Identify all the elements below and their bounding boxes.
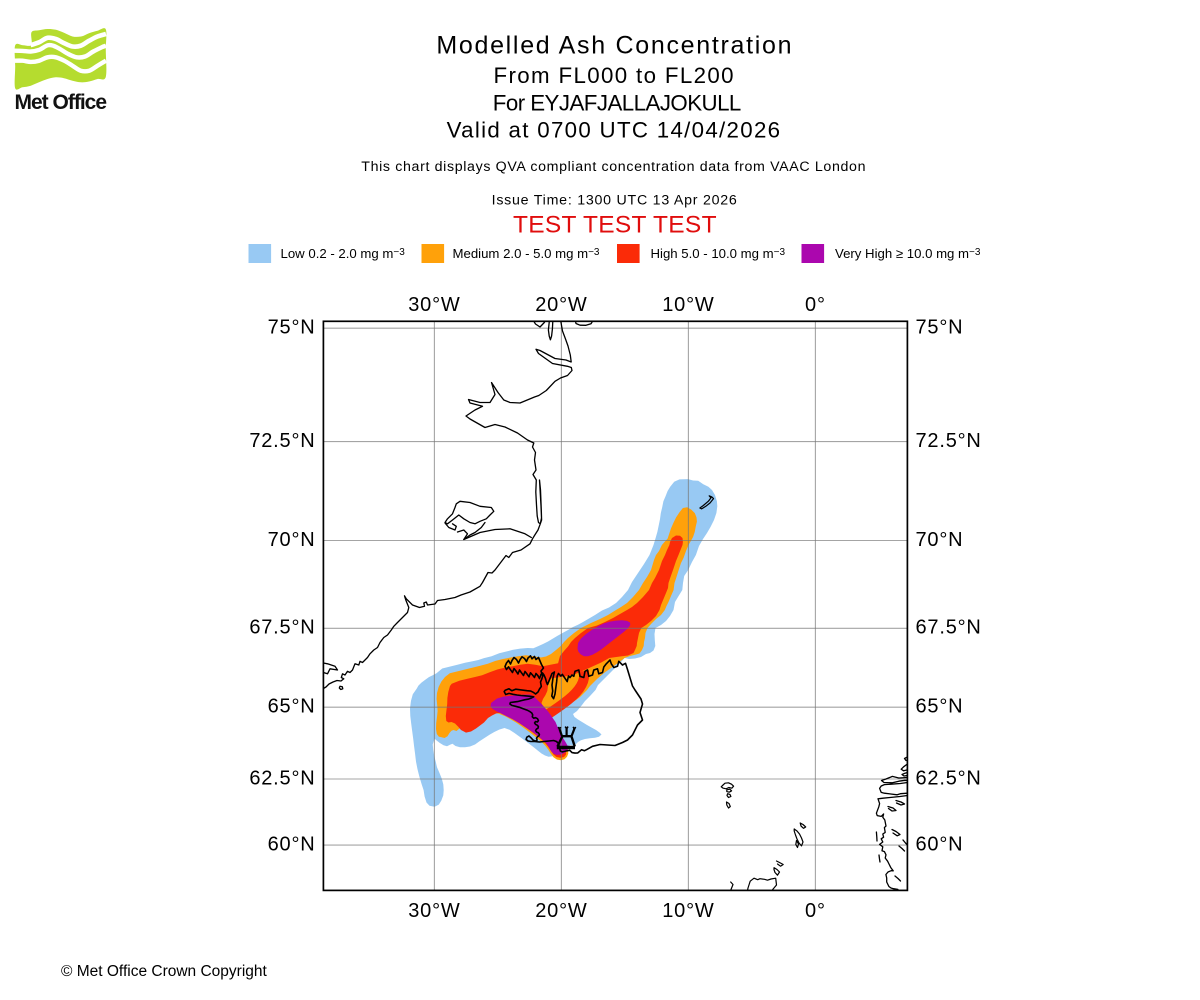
svg-text:10°W: 10°W <box>662 294 714 316</box>
svg-text:60°N: 60°N <box>916 833 964 855</box>
svg-text:65°N: 65°N <box>268 696 316 718</box>
svg-text:65°N: 65°N <box>916 696 964 718</box>
svg-text:0°: 0° <box>805 900 826 922</box>
svg-text:75°N: 75°N <box>916 317 964 339</box>
svg-text:72.5°N: 72.5°N <box>916 430 982 452</box>
svg-text:© Met Office Crown Copyright: © Met Office Crown Copyright <box>61 963 268 980</box>
svg-text:TEST TEST TEST: TEST TEST TEST <box>513 212 717 239</box>
svg-text:70°N: 70°N <box>268 529 316 551</box>
svg-text:Issue Time: 1300 UTC 13 Apr 20: Issue Time: 1300 UTC 13 Apr 2026 <box>492 193 738 209</box>
svg-text:Low 0.2 - 2.0 mg m−3: Low 0.2 - 2.0 mg m−3 <box>281 246 406 261</box>
svg-text:72.5°N: 72.5°N <box>249 430 315 452</box>
svg-text:20°W: 20°W <box>535 900 587 922</box>
svg-text:This chart displays QVA compli: This chart displays QVA compliant concen… <box>361 159 866 175</box>
svg-text:75°N: 75°N <box>268 317 316 339</box>
svg-text:20°W: 20°W <box>535 294 587 316</box>
svg-text:Valid at 0700 UTC 14/04/2026: Valid at 0700 UTC 14/04/2026 <box>447 118 782 143</box>
svg-text:67.5°N: 67.5°N <box>249 617 315 639</box>
svg-text:67.5°N: 67.5°N <box>916 617 982 639</box>
svg-text:From FL000 to FL200: From FL000 to FL200 <box>494 63 735 88</box>
svg-text:30°W: 30°W <box>408 294 460 316</box>
svg-text:0°: 0° <box>805 294 826 316</box>
svg-text:62.5°N: 62.5°N <box>916 767 982 789</box>
svg-text:Medium 2.0 - 5.0 mg m−3: Medium 2.0 - 5.0 mg m−3 <box>453 246 600 261</box>
svg-text:10°W: 10°W <box>662 900 714 922</box>
svg-text:Very High ≥ 10.0 mg m−3: Very High ≥ 10.0 mg m−3 <box>835 246 981 261</box>
svg-text:High 5.0 - 10.0 mg m−3: High 5.0 - 10.0 mg m−3 <box>651 246 786 261</box>
svg-text:For EYJAFJALLAJOKULL: For EYJAFJALLAJOKULL <box>493 91 741 116</box>
svg-text:Met Office: Met Office <box>15 91 107 114</box>
svg-text:70°N: 70°N <box>916 529 964 551</box>
svg-text:60°N: 60°N <box>268 833 316 855</box>
svg-text:62.5°N: 62.5°N <box>249 767 315 789</box>
svg-text:30°W: 30°W <box>408 900 460 922</box>
svg-text:Modelled Ash Concentration: Modelled Ash Concentration <box>436 31 793 59</box>
